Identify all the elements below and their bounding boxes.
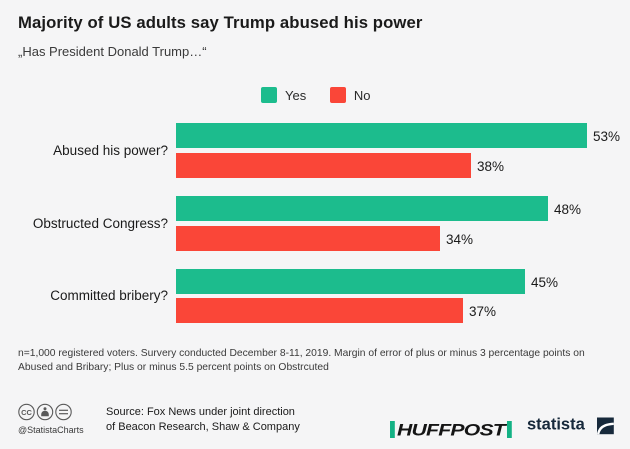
svg-text:HUFFPOST: HUFFPOST (397, 421, 508, 438)
svg-text:CC: CC (21, 408, 32, 417)
svg-text:statista: statista (527, 416, 586, 434)
